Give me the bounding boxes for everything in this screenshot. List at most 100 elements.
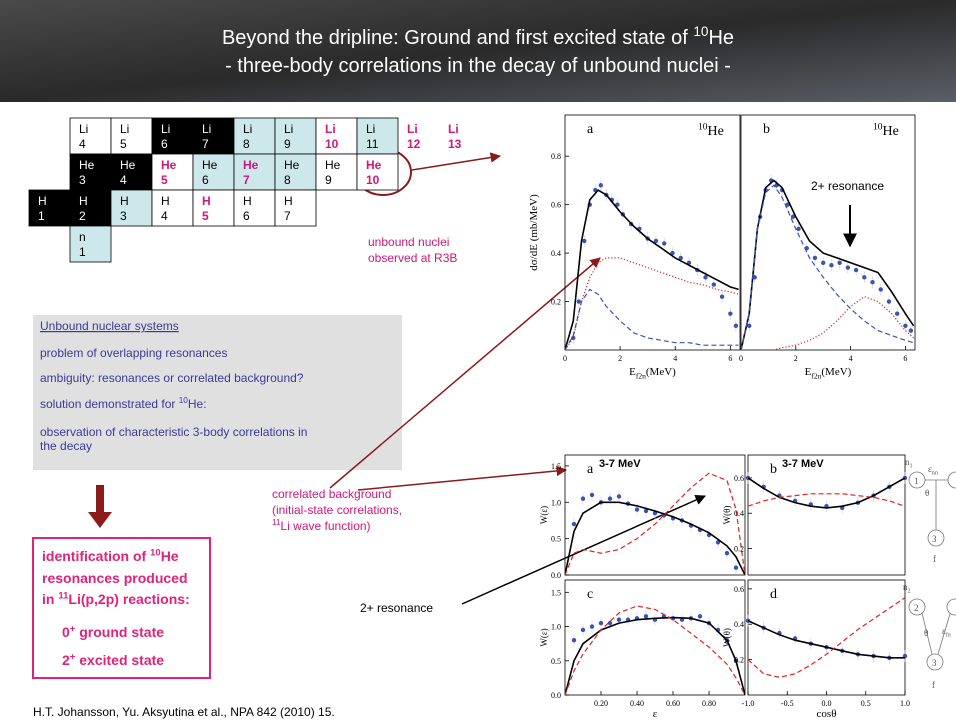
text-segment: in bbox=[42, 591, 58, 607]
y-tick-label: 0.6 bbox=[734, 585, 744, 594]
x-tick-label: -0.5 bbox=[781, 699, 794, 708]
nuclide-mass: 7 bbox=[243, 173, 250, 187]
nuclide-symbol: He bbox=[366, 158, 382, 172]
y-tick-label: 1.0 bbox=[551, 623, 561, 632]
text-segment: θ bbox=[924, 628, 928, 638]
diagram-label: f bbox=[932, 680, 935, 690]
data-point bbox=[711, 282, 717, 287]
diagram-label: f bbox=[933, 554, 936, 564]
plot-frame bbox=[564, 114, 741, 351]
data-point bbox=[697, 614, 703, 619]
x-tick-label: -1.0 bbox=[742, 699, 755, 708]
nuclide-cell bbox=[356, 153, 399, 191]
nuclide-cell bbox=[233, 189, 276, 227]
text-segment: n bbox=[905, 457, 910, 467]
nuclide-cell bbox=[192, 117, 235, 155]
superscript: + bbox=[70, 651, 76, 662]
y-tick-label: 0.5 bbox=[551, 535, 561, 544]
curve bbox=[748, 619, 905, 659]
data-point bbox=[580, 496, 586, 501]
data-point bbox=[870, 279, 875, 285]
nuclide-mass: 3 bbox=[79, 173, 86, 187]
superscript: 11 bbox=[58, 590, 69, 601]
data-point bbox=[589, 624, 595, 629]
curve bbox=[741, 179, 915, 350]
text-segment: E bbox=[805, 366, 812, 378]
panel-range: 3-7 MeV bbox=[782, 458, 824, 470]
nuclide-cell bbox=[192, 189, 235, 227]
down-arrow-head bbox=[88, 512, 112, 528]
x-tick-label: 0 bbox=[739, 354, 743, 363]
nuclide-symbol: Li bbox=[325, 122, 336, 136]
nuclide-symbol: Li bbox=[79, 122, 88, 136]
nuclide-symbol: He bbox=[79, 158, 95, 172]
nuclide-mass: 10 bbox=[325, 137, 339, 151]
info-line: solution demonstrated for 10He: bbox=[40, 396, 207, 411]
nuclide-mass: 12 bbox=[407, 137, 421, 151]
nuclide-mass: 1 bbox=[38, 209, 45, 223]
data-point bbox=[733, 323, 739, 328]
diagram-label: 3 bbox=[932, 534, 937, 544]
nuclide-symbol: Li bbox=[161, 122, 170, 136]
x-tick-label: 0.40 bbox=[630, 699, 644, 708]
subscript: fn bbox=[946, 632, 951, 639]
x-axis-label: Ef2n(MeV) bbox=[629, 366, 676, 380]
nuclide-cell bbox=[110, 189, 153, 227]
title-line: - three-body correlations in the decay o… bbox=[225, 55, 731, 77]
nuclide-mass: 6 bbox=[243, 209, 250, 223]
info-line: problem of overlapping resonances bbox=[40, 346, 227, 360]
data-point bbox=[878, 287, 883, 292]
text-segment: the decay bbox=[40, 439, 92, 453]
data-point bbox=[607, 496, 613, 501]
nuclide-cell bbox=[28, 189, 71, 227]
x-tick-label: 0.60 bbox=[666, 699, 680, 708]
x-tick-label: 4 bbox=[673, 354, 677, 363]
plot-frame bbox=[747, 454, 906, 576]
x-tick-label: 0.80 bbox=[702, 699, 716, 708]
callout-line: (initial-state correlations, bbox=[272, 503, 402, 517]
data-point bbox=[903, 323, 908, 328]
plot-frame bbox=[564, 579, 746, 696]
nuclide-symbol: H bbox=[79, 194, 88, 208]
text-segment: observation of characteristic 3-body cor… bbox=[40, 425, 307, 439]
y-tick-label: 0.0 bbox=[551, 691, 561, 700]
panel-nucleus: 10He bbox=[873, 122, 899, 139]
info-line: the decay bbox=[40, 439, 92, 453]
data-point bbox=[634, 507, 640, 512]
y-tick-label: 0.0 bbox=[551, 571, 561, 580]
nuclide-symbol: He bbox=[161, 158, 177, 172]
data-point bbox=[662, 241, 667, 246]
text-segment: 1 bbox=[914, 476, 919, 486]
data-point bbox=[582, 238, 587, 244]
nuclide-cell bbox=[69, 189, 112, 227]
y-tick-label: 0.4 bbox=[551, 249, 561, 258]
text-segment: identification of bbox=[42, 548, 150, 564]
text-segment: excited state bbox=[75, 652, 164, 668]
diagram-label: θ bbox=[924, 628, 928, 638]
text-segment: correlated background bbox=[272, 487, 391, 501]
curve bbox=[565, 616, 745, 695]
nuclide-mass: 6 bbox=[202, 173, 209, 187]
text-segment: θ bbox=[925, 488, 929, 498]
x-tick-label: 1.0 bbox=[900, 699, 910, 708]
nuclide-cell bbox=[274, 117, 317, 155]
nuclide-mass: 5 bbox=[202, 209, 209, 223]
data-point bbox=[670, 250, 675, 256]
nuclide-note: observed at R3B bbox=[368, 251, 457, 265]
title-line: Beyond the dripline: Ground and first ex… bbox=[222, 24, 734, 49]
nuclide-symbol: H bbox=[284, 194, 293, 208]
decay-diagrams bbox=[908, 471, 956, 671]
text-segment: W(ε) bbox=[539, 506, 549, 524]
text-segment: 2 bbox=[62, 652, 70, 668]
subscript: f2n bbox=[636, 371, 646, 380]
data-point bbox=[812, 255, 818, 261]
y-axis-label: W(θ) bbox=[722, 628, 732, 647]
text-segment: 2 bbox=[914, 603, 919, 613]
data-point bbox=[616, 617, 622, 622]
y-axis-label: dσ/dE (mb/MeV) bbox=[528, 194, 540, 271]
result-line: 2+ excited state bbox=[62, 651, 164, 668]
panel-label: d bbox=[770, 587, 777, 602]
x-tick-label: 6 bbox=[728, 354, 732, 363]
y-axis-label: W(ε) bbox=[539, 506, 549, 524]
y-tick-label: 1.0 bbox=[551, 498, 561, 507]
